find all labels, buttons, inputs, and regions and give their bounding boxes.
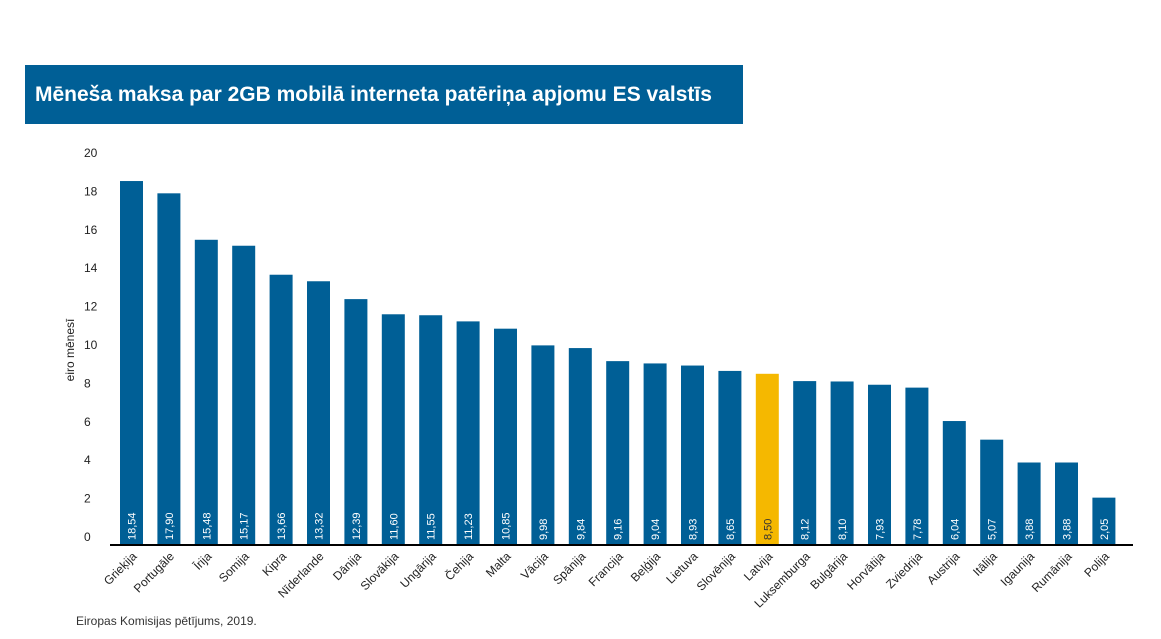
bar [606, 361, 630, 545]
bar-value-label: 9,84 [575, 519, 587, 540]
bar [1055, 462, 1078, 545]
bar-value-label: 5,07 [987, 519, 999, 540]
bar [1092, 497, 1116, 545]
bar [531, 345, 555, 545]
x-tick-label: Kipra [260, 549, 290, 579]
bar-value-label: 15,17 [239, 512, 251, 540]
bar-value-label: 10,85 [501, 512, 513, 540]
bar-value-label: 11,60 [388, 513, 400, 540]
x-tick-label: Horvātija [844, 549, 888, 593]
bar-value-label: 13,32 [314, 512, 326, 540]
bar [269, 274, 293, 545]
x-tick-label: Polija [1081, 549, 1112, 580]
bar-value-label: 8,10 [837, 519, 849, 540]
bar [494, 328, 517, 545]
bar [905, 387, 929, 545]
bar [643, 363, 667, 545]
bar-value-label: 18,54 [127, 512, 139, 540]
bar [194, 239, 218, 545]
source-note: Eiropas Komisijas pētījums, 2019. [76, 614, 257, 628]
bar [755, 373, 779, 545]
x-tick-label: Zviedrija [883, 549, 925, 591]
bar [681, 365, 704, 545]
bar-value-label: 9,16 [613, 519, 625, 540]
y-axis-label: eiro mēnesī [63, 318, 77, 381]
bar [568, 348, 592, 545]
y-tick-label: 16 [84, 223, 98, 237]
x-tick-label: Ungārija [397, 549, 439, 591]
bar [419, 315, 443, 545]
y-tick-label: 14 [84, 261, 98, 275]
x-tick-label: Malta [483, 549, 514, 580]
chart-title: Mēneša maksa par 2GB mobilā interneta pa… [35, 82, 712, 106]
x-tick-label: Slovēnija [694, 549, 739, 594]
bar-value-label: 8,65 [725, 519, 737, 540]
bar [232, 245, 256, 545]
bar-value-label: 11,23 [463, 513, 475, 540]
bar-value-label: 8,50 [762, 519, 774, 540]
bar-value-label: 7,93 [875, 519, 887, 540]
x-tick-label: Portugāle [131, 549, 177, 595]
bar-value-label: 6,04 [949, 519, 961, 540]
x-tick-label: Īrija [191, 549, 215, 573]
bar [718, 370, 742, 545]
x-tick-label: Francija [586, 549, 626, 589]
bar [307, 281, 330, 545]
bar [456, 321, 480, 545]
bar-value-label: 9,04 [650, 519, 662, 540]
x-tick-label: Vācija [518, 549, 551, 582]
y-tick-label: 6 [84, 415, 91, 429]
x-tick-label: Somija [216, 549, 252, 585]
y-tick-label: 0 [84, 530, 91, 544]
x-tick-label: Beļģija [628, 549, 664, 585]
bar-value-label: 7,78 [912, 519, 924, 540]
chart-title-banner: Mēneša maksa par 2GB mobilā interneta pa… [25, 65, 743, 124]
y-tick-label: 2 [84, 492, 91, 506]
x-tick-label: Dānija [330, 549, 364, 583]
x-tick-label: Slovākija [358, 549, 402, 593]
x-tick-label: Čehija [442, 548, 477, 583]
bar-value-label: 12,39 [351, 512, 363, 540]
bar [942, 421, 966, 545]
x-tick-label: Bulgārija [807, 549, 850, 592]
bar [1017, 462, 1041, 545]
bar-value-label: 13,66 [276, 512, 288, 540]
y-tick-label: 18 [84, 184, 98, 198]
y-tick-label: 12 [84, 300, 98, 314]
x-tick-label: Austrija [924, 549, 962, 587]
y-tick-label: 10 [84, 338, 98, 352]
x-tick-label: Rumānija [1029, 549, 1075, 595]
x-tick-label: Latvija [741, 549, 776, 584]
bar-value-label: 2,05 [1099, 519, 1111, 540]
bar [830, 381, 854, 545]
bar-value-label: 17,90 [164, 512, 176, 540]
bar [120, 181, 143, 546]
bar [793, 381, 817, 545]
y-tick-label: 4 [84, 453, 91, 467]
bar [157, 193, 181, 545]
bar [344, 299, 368, 545]
bar-value-label: 15,48 [201, 512, 213, 540]
x-tick-label: Itālija [970, 549, 1000, 579]
bar-value-label: 9,98 [538, 519, 550, 540]
y-tick-label: 20 [84, 146, 98, 160]
bar-value-label: 3,88 [1062, 519, 1074, 540]
y-tick-label: 8 [84, 376, 91, 390]
bar [980, 439, 1004, 545]
bar-value-label: 8,93 [688, 519, 700, 540]
bar [381, 314, 405, 545]
bar-value-label: 8,12 [800, 519, 812, 540]
x-tick-label: Spānija [550, 549, 588, 587]
bar-value-label: 3,88 [1024, 519, 1036, 540]
bar-value-label: 11,55 [426, 513, 438, 540]
bar [868, 384, 891, 545]
